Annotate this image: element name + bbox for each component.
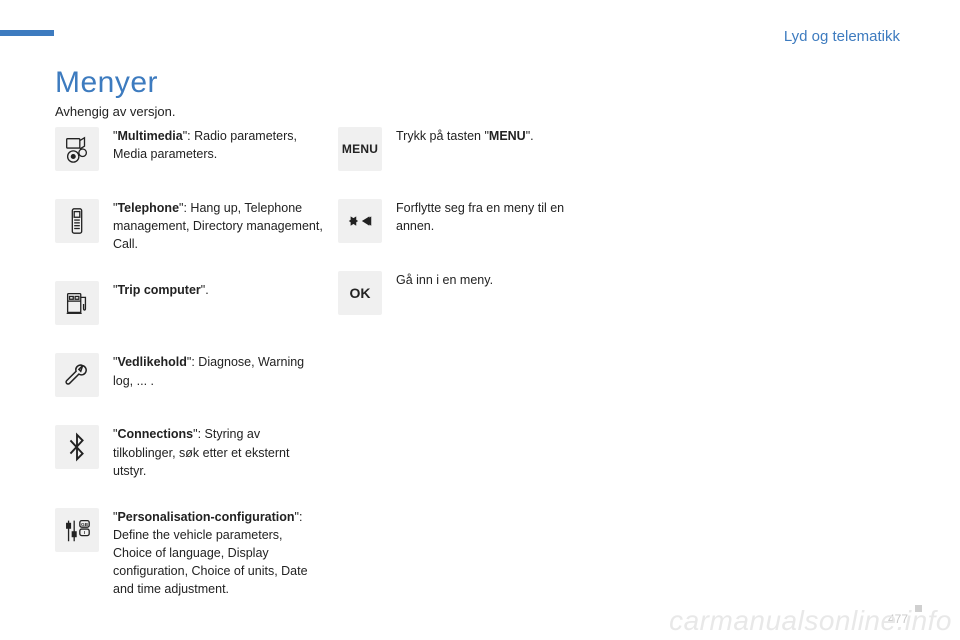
menu-icon: MENU xyxy=(338,127,382,171)
item-bold: Vedlikehold xyxy=(117,355,186,369)
list-item: "Telephone": Hang up, Telephone manageme… xyxy=(55,199,335,253)
menu-list-right: MENU Trykk på tasten "MENU". Forflytte s… xyxy=(338,127,598,343)
page-title: Menyer xyxy=(55,66,158,100)
section-header: Lyd og telematikk xyxy=(784,28,900,45)
menu-label: MENU xyxy=(342,142,378,156)
ok-label: OK xyxy=(350,285,371,301)
vedlikehold-icon xyxy=(55,353,99,397)
list-item: Forflytte seg fra en meny til en annen. xyxy=(338,199,598,243)
page-subtitle: Avhengig av versjon. xyxy=(55,104,175,119)
list-item: MENU Trykk på tasten "MENU". xyxy=(338,127,598,171)
item-bold: Trip computer xyxy=(117,283,200,297)
ok-icon: OK xyxy=(338,271,382,315)
item-bold: Connections xyxy=(117,427,193,441)
item-text: "Multimedia": Radio parameters, Media pa… xyxy=(113,127,323,163)
multimedia-icon xyxy=(55,127,99,171)
svg-text:GB: GB xyxy=(81,522,89,527)
item-text: Trykk på tasten "MENU". xyxy=(396,127,534,145)
item-text: Forflytte seg fra en meny til en annen. xyxy=(396,199,598,235)
page: Lyd og telematikk Menyer Avhengig av ver… xyxy=(0,0,960,640)
seek-icon xyxy=(338,199,382,243)
list-item: OK Gå inn i en meny. xyxy=(338,271,598,315)
item-text: "Trip computer". xyxy=(113,281,209,299)
list-item: "Multimedia": Radio parameters, Media pa… xyxy=(55,127,335,171)
telephone-icon xyxy=(55,199,99,243)
svg-text:I: I xyxy=(84,530,85,535)
connections-icon xyxy=(55,425,99,469)
item-text: "Telephone": Hang up, Telephone manageme… xyxy=(113,199,323,253)
item-text: "Vedlikehold": Diagnose, Warning log, ..… xyxy=(113,353,323,389)
personalisation-icon: GB I xyxy=(55,508,99,552)
list-item: "Connections": Styring av tilkoblinger, … xyxy=(55,425,335,479)
item-text: "Personalisation-configuration": Define … xyxy=(113,508,323,599)
item-bold: Telephone xyxy=(117,201,179,215)
trip-computer-icon xyxy=(55,281,99,325)
list-item: GB I "Personalisation-configuration": De… xyxy=(55,508,335,599)
item-bold: MENU xyxy=(489,129,526,143)
item-text: Gå inn i en meny. xyxy=(396,271,493,289)
item-bold: Multimedia xyxy=(117,129,182,143)
list-item: "Vedlikehold": Diagnose, Warning log, ..… xyxy=(55,353,335,397)
item-bold: Personalisation-configuration xyxy=(117,510,294,524)
menu-list-left: "Multimedia": Radio parameters, Media pa… xyxy=(55,127,335,626)
top-accent-bar xyxy=(0,30,54,36)
item-text: "Connections": Styring av tilkoblinger, … xyxy=(113,425,323,479)
list-item: "Trip computer". xyxy=(55,281,335,325)
watermark: carmanualsonline.info xyxy=(669,605,952,637)
